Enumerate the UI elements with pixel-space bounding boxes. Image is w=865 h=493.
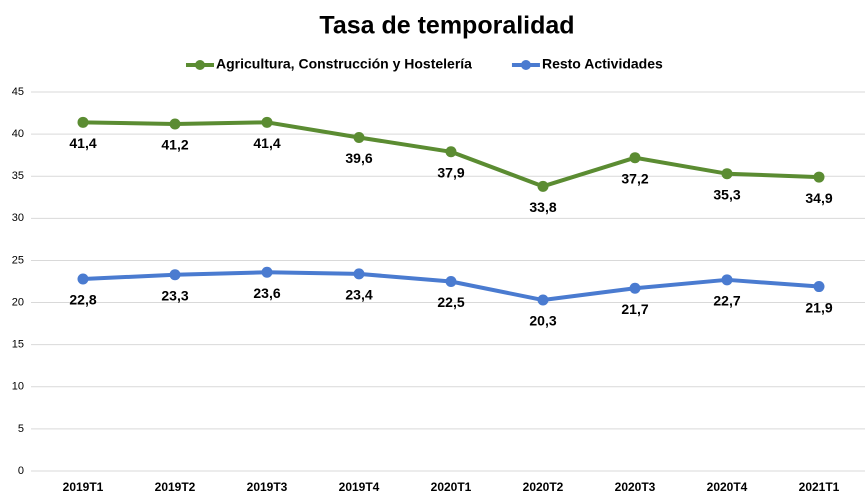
y-tick-label: 25	[12, 254, 24, 266]
x-tick-label: 2020T2	[523, 480, 564, 493]
data-label: 41,4	[253, 135, 280, 151]
y-tick-label: 35	[12, 170, 24, 182]
data-label: 22,7	[713, 293, 740, 309]
legend-marker	[520, 60, 531, 70]
legend-marker	[195, 60, 205, 70]
y-tick-label: 20	[12, 296, 24, 308]
data-point	[537, 294, 549, 306]
chart-title: Tasa de temporalidad	[319, 12, 574, 40]
data-point	[261, 116, 273, 128]
legend-label: Agricultura, Construcción y Hostelería	[216, 56, 472, 72]
x-tick-label: 2019T1	[63, 480, 104, 493]
data-point	[721, 168, 733, 180]
y-tick-label: 45	[12, 86, 24, 98]
y-tick-label: 0	[18, 465, 24, 477]
data-label: 21,7	[621, 301, 648, 317]
data-label: 21,9	[805, 299, 832, 315]
data-point	[445, 146, 457, 158]
data-label: 20,3	[529, 313, 556, 329]
data-label: 23,6	[253, 285, 280, 301]
x-tick-label: 2020T3	[615, 480, 656, 493]
x-tick-label: 2020T4	[707, 480, 748, 493]
data-label: 37,9	[437, 165, 464, 181]
data-point	[537, 180, 549, 192]
data-label: 23,4	[345, 287, 372, 303]
data-point	[629, 282, 641, 294]
data-point	[721, 274, 733, 286]
data-point	[77, 273, 89, 285]
data-label: 23,3	[161, 287, 188, 303]
y-tick-label: 15	[12, 339, 24, 351]
y-tick-label: 40	[12, 128, 24, 140]
data-label: 22,5	[437, 294, 464, 310]
data-point	[261, 266, 273, 278]
x-tick-label: 2020T1	[431, 480, 472, 493]
data-point	[77, 116, 89, 128]
data-point	[813, 171, 825, 183]
data-label: 41,4	[69, 135, 96, 151]
y-tick-label: 5	[18, 423, 24, 435]
data-label: 41,2	[161, 137, 188, 153]
x-tick-label: 2019T4	[339, 480, 380, 493]
data-label: 22,8	[69, 292, 96, 308]
data-point	[445, 276, 457, 287]
y-tick-label: 30	[12, 212, 24, 224]
data-point	[353, 131, 365, 143]
legend-label: Resto Actividades	[542, 56, 663, 72]
x-tick-label: 2021T1	[799, 480, 840, 493]
data-label: 37,2	[621, 170, 648, 186]
y-tick-label: 10	[12, 381, 24, 393]
data-point	[169, 269, 181, 281]
data-point	[629, 152, 641, 164]
data-point	[169, 118, 181, 130]
data-label: 35,3	[713, 186, 740, 202]
x-tick-label: 2019T2	[155, 480, 196, 493]
data-point	[813, 281, 825, 293]
data-label: 34,9	[805, 190, 832, 206]
x-tick-label: 2019T3	[247, 480, 288, 493]
data-label: 39,6	[345, 150, 372, 166]
data-label: 33,8	[529, 199, 556, 215]
data-point	[353, 268, 365, 280]
